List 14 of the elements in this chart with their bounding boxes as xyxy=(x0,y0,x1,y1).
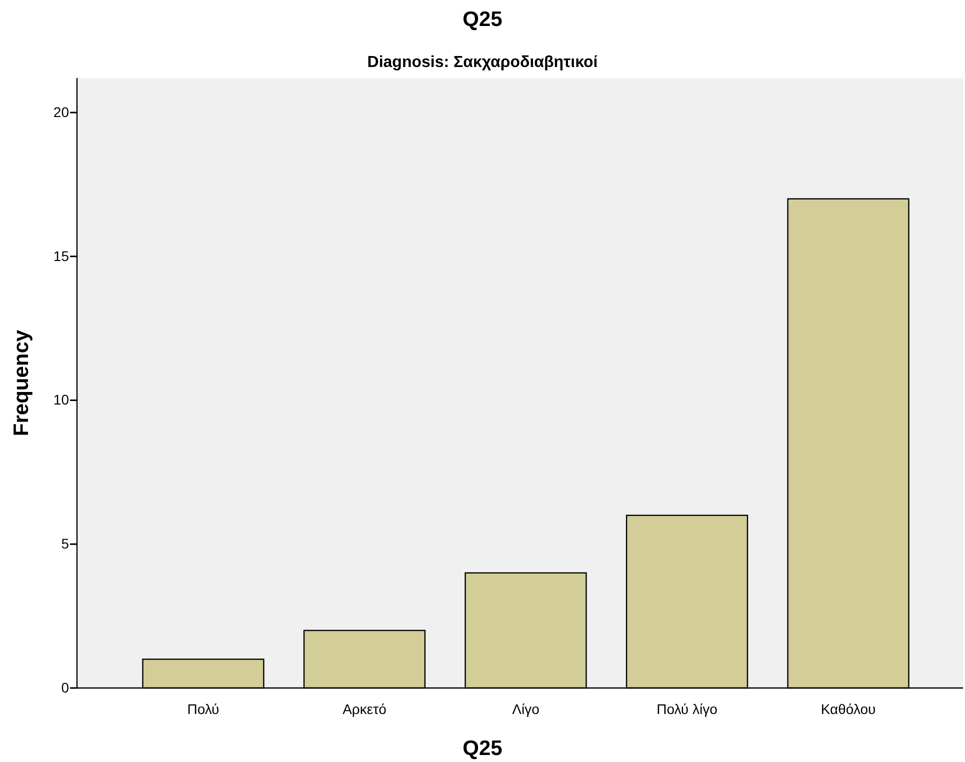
x-tick-label: Αρκετό xyxy=(342,700,387,717)
y-tick-label: 10 xyxy=(53,392,70,408)
y-tick-label: 5 xyxy=(61,536,70,552)
chart-title: Q25 xyxy=(462,8,503,31)
y-tick-label: 0 xyxy=(61,679,70,696)
x-tick-label: Λίγο xyxy=(512,700,540,717)
x-axis-title: Q25 xyxy=(462,737,503,760)
chart-subtitle: Diagnosis: Σακχαροδιαβητικοί xyxy=(367,54,598,71)
x-tick-label: Πολύ xyxy=(187,700,220,717)
y-axis-title: Frequency xyxy=(10,330,33,436)
x-tick-label: Πολύ λίγο xyxy=(656,700,718,717)
y-tick-label: 15 xyxy=(53,248,70,264)
y-tick-label: 20 xyxy=(53,104,70,120)
x-tick-label: Καθόλου xyxy=(820,700,876,717)
